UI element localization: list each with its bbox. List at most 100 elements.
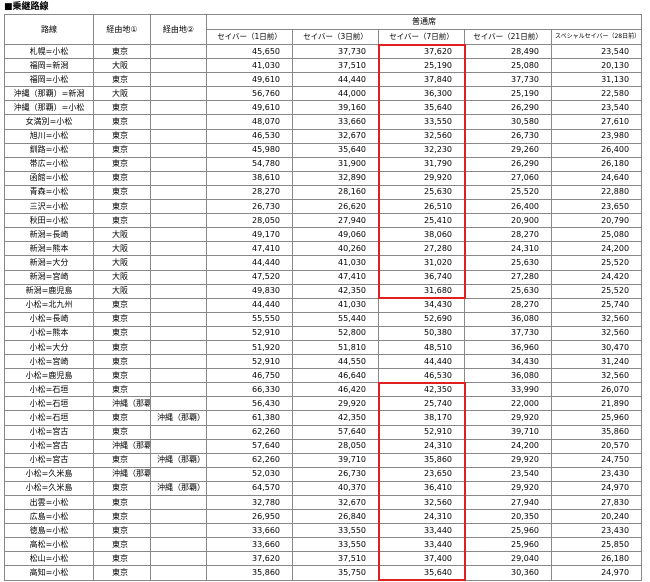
- table-cell: 44,440: [378, 354, 465, 370]
- table-row: 小松=長崎 東京 55,550 55,440 52,690 36,080 32,560: [4, 311, 643, 327]
- table-cell: 東京: [93, 199, 151, 215]
- table-cell: 22,580: [550, 86, 643, 102]
- table-cell: 44,000: [292, 86, 379, 102]
- table-cell: 沖縄（那覇）: [93, 438, 151, 454]
- table-cell: 29,920: [464, 452, 552, 468]
- table-cell: 26,290: [464, 100, 552, 116]
- table-cell: [150, 339, 207, 356]
- table-cell: 小松=宮古: [4, 424, 94, 440]
- table-cell: 26,180: [550, 156, 643, 172]
- table-cell: 東京: [93, 509, 151, 525]
- table-cell: 26,510: [378, 199, 465, 215]
- table-row: 福岡=小松 東京 49,610 44,440 37,840 37,730 31,130: [4, 72, 643, 88]
- table-cell: 36,080: [464, 368, 552, 384]
- table-cell: 35,860: [206, 565, 293, 581]
- table-cell: 26,180: [550, 551, 643, 567]
- table-cell: 51,810: [292, 339, 379, 356]
- table-cell: 40,260: [292, 241, 379, 257]
- table-cell: 34,430: [464, 354, 552, 370]
- table-cell: 新潟=宮崎: [4, 269, 94, 285]
- table-row: 広島=小松 東京 26,950 26,840 24,310 20,350 20,240: [4, 509, 643, 525]
- table-cell: 26,950: [206, 509, 293, 525]
- table-cell: [150, 86, 207, 102]
- table-cell: 33,440: [378, 537, 465, 553]
- table-cell: 40,370: [292, 480, 379, 497]
- table-cell: [150, 72, 207, 88]
- table-cell: 23,540: [550, 43, 643, 60]
- table-cell: [150, 184, 207, 201]
- table-cell: 沖縄（那覇）: [150, 452, 207, 468]
- table-cell: 33,550: [292, 537, 379, 553]
- table-row: 小松=久米島 東京 沖縄（那覇） 64,570 40,370 36,410 29,920 24…: [4, 480, 643, 497]
- table-cell: [150, 58, 207, 74]
- table-cell: [150, 466, 207, 482]
- table-cell: 東京: [93, 424, 151, 440]
- table-row: 新潟=宮崎 大阪 47,520 47,410 36,740 27,280 24,420: [4, 269, 643, 285]
- table-cell: 大阪: [93, 58, 151, 74]
- table-cell: 34,430: [378, 297, 465, 313]
- table-cell: 56,430: [206, 396, 293, 412]
- table-cell: 26,730: [464, 128, 552, 144]
- table-cell: 32,780: [206, 494, 293, 511]
- table-cell: 31,020: [378, 255, 465, 271]
- table-row: 旭川=小松 東京 46,530 32,670 32,560 26,730 23,980: [4, 128, 643, 144]
- table-cell: 35,750: [292, 565, 379, 581]
- table-cell: 24,200: [464, 438, 552, 454]
- table-cell: 23,540: [550, 100, 643, 116]
- table-cell: 32,560: [378, 494, 465, 511]
- table-cell: 24,970: [550, 480, 643, 497]
- table-cell: 46,420: [292, 382, 379, 398]
- table-cell: 20,900: [464, 213, 552, 229]
- table-cell: 25,960: [550, 410, 643, 426]
- table-cell: 25,080: [464, 58, 552, 74]
- table-cell: 27,940: [464, 494, 552, 511]
- table-cell: 福岡=小松: [4, 72, 94, 88]
- table-cell: 25,740: [378, 396, 465, 412]
- table-cell: 28,050: [292, 438, 379, 454]
- table-cell: 23,430: [550, 523, 643, 539]
- table-cell: 32,560: [550, 311, 643, 327]
- table-cell: 25,190: [464, 86, 552, 102]
- table-cell: 33,660: [206, 523, 293, 539]
- table-cell: 64,570: [206, 480, 293, 497]
- table-cell: 東京: [93, 297, 151, 313]
- table-cell: 29,920: [378, 170, 465, 186]
- table-cell: 25,850: [550, 537, 643, 553]
- table-cell: [150, 523, 207, 539]
- table-row: 新潟=鹿児島 大阪 49,830 42,350 31,680 25,630 25,520: [4, 283, 643, 299]
- table-cell: 25,190: [378, 58, 465, 74]
- table-cell: [150, 199, 207, 215]
- table-cell: [150, 368, 207, 384]
- table-cell: 37,400: [378, 551, 465, 567]
- table-row: 新潟=熊本 大阪 47,410 40,260 27,280 24,310 24,200: [4, 241, 643, 257]
- table-row: 小松=石垣 東京 66,330 46,420 42,350 33,990 26,070: [4, 382, 643, 398]
- table-cell: 小松=長崎: [4, 311, 94, 327]
- table-cell: 36,410: [378, 480, 465, 497]
- table-cell: 61,380: [206, 410, 293, 426]
- table-cell: 小松=久米島: [4, 480, 94, 497]
- table-cell: [150, 255, 207, 271]
- table-cell: 38,610: [206, 170, 293, 186]
- table-cell: 37,510: [292, 58, 379, 74]
- table-cell: 25,520: [464, 184, 552, 201]
- table-cell: 松山=小松: [4, 551, 94, 567]
- table-cell: 44,550: [292, 354, 379, 370]
- table-cell: 大阪: [93, 227, 151, 243]
- table-cell: 24,750: [550, 452, 643, 468]
- table-row: 小松=石垣 東京 沖縄（那覇） 61,380 42,350 38,170 29,920 25,…: [4, 410, 643, 426]
- table-cell: 26,400: [550, 142, 643, 158]
- table-row: 帯広=小松 東京 54,780 31,900 31,790 26,290 26,180: [4, 156, 643, 172]
- table-cell: [150, 494, 207, 511]
- table-row: 秋田=小松 東京 28,050 27,940 25,410 20,900 20,790: [4, 213, 643, 229]
- table-cell: 24,420: [550, 269, 643, 285]
- table-cell: 27,940: [292, 213, 379, 229]
- table-cell: 36,080: [464, 311, 552, 327]
- table-cell: 51,920: [206, 339, 293, 356]
- table-cell: 25,630: [464, 255, 552, 271]
- table-cell: 釧路=小松: [4, 142, 94, 158]
- table-cell: 沖縄（那覇）: [150, 480, 207, 497]
- table-cell: 東京: [93, 354, 151, 370]
- table-cell: 26,730: [206, 199, 293, 215]
- table-cell: 46,530: [378, 368, 465, 384]
